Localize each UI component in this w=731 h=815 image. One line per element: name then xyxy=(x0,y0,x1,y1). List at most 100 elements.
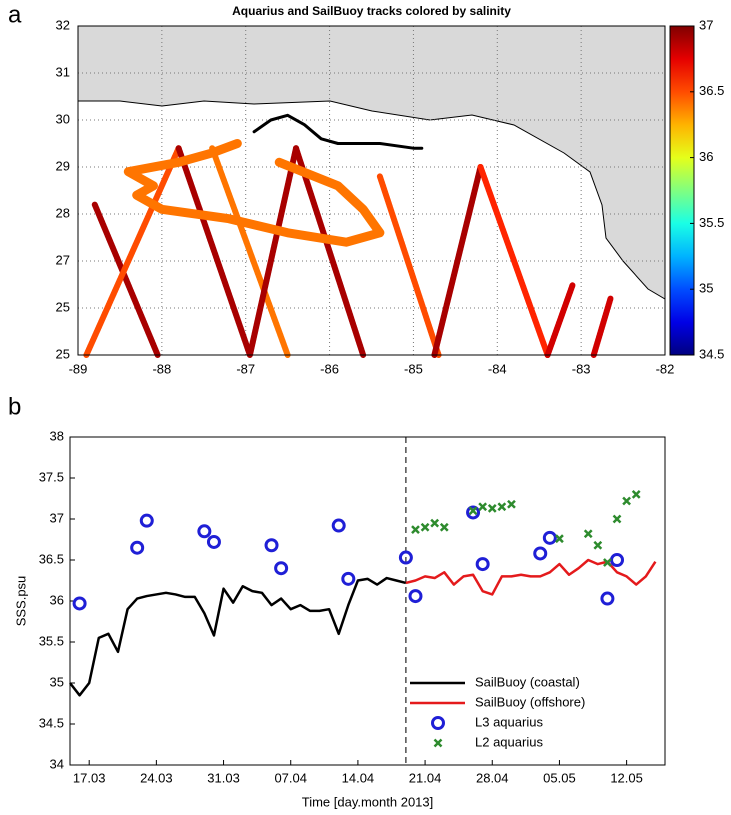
l2-point xyxy=(439,522,449,532)
l3-point xyxy=(600,591,615,606)
l3-point xyxy=(533,546,548,561)
salinity-track xyxy=(431,164,484,358)
x-tick-label: 28.04 xyxy=(476,770,509,785)
x-tick-label: 21.04 xyxy=(409,770,442,785)
salinity-track xyxy=(83,145,182,358)
y-axis-label: SSS.psu xyxy=(13,576,28,627)
x-tick-label: -89 xyxy=(69,361,88,376)
y-tick-label: 25 xyxy=(56,346,70,361)
panel-label: b xyxy=(8,393,21,420)
legend-label: SailBuoy (coastal) xyxy=(475,674,580,689)
l2-point xyxy=(487,503,497,513)
y-tick-label: 36 xyxy=(50,592,64,607)
land xyxy=(77,25,666,300)
salinity-track xyxy=(246,145,300,358)
l2-point xyxy=(411,525,420,535)
x-tick-label: -88 xyxy=(152,361,171,376)
colorbar-tick-label: 35.5 xyxy=(699,215,724,230)
map-panel: a Aquarius and SailBuoy tracks colored by… xyxy=(8,1,724,376)
legend-swatch xyxy=(431,716,445,730)
x-tick-label: 07.04 xyxy=(274,770,307,785)
y-tick-label: 35.5 xyxy=(39,633,64,648)
y-tick-label: 27 xyxy=(56,252,70,267)
l2-point xyxy=(497,502,507,512)
l2-point xyxy=(603,558,612,567)
l2-point xyxy=(507,499,516,509)
x-tick-label: -87 xyxy=(236,361,255,376)
salinity-track xyxy=(91,201,161,358)
x-tick-label: 24.03 xyxy=(140,770,173,785)
l3-point xyxy=(475,557,490,572)
salinity-track xyxy=(209,145,291,358)
l3-point xyxy=(197,524,212,539)
l2-point xyxy=(583,529,593,539)
salinity-track xyxy=(175,145,253,358)
x-tick-label: 12.05 xyxy=(610,770,643,785)
x-tick-label: -85 xyxy=(404,361,423,376)
chart-title: Aquarius and SailBuoy tracks colored by … xyxy=(232,4,511,18)
plot-frame xyxy=(69,436,666,766)
y-tick-label: 35 xyxy=(50,674,64,689)
salinity-track xyxy=(544,281,576,358)
plot-area xyxy=(70,437,665,765)
y-tick-label: 37.5 xyxy=(39,469,64,484)
l2-point xyxy=(430,518,440,528)
x-tick-label: -84 xyxy=(488,361,507,376)
salinity-track xyxy=(293,145,367,358)
y-tick-label: 29 xyxy=(56,158,70,173)
l3-point xyxy=(408,589,423,604)
l2-point xyxy=(622,496,631,506)
l2-point xyxy=(420,522,430,532)
colorbar-tick-label: 35 xyxy=(699,281,713,296)
y-tick-label: 37 xyxy=(50,510,64,525)
x-tick-label: -82 xyxy=(656,361,675,376)
plot-frame xyxy=(77,25,666,356)
y-tick-label: 32 xyxy=(56,17,70,32)
salinity-track xyxy=(590,295,614,358)
series-line xyxy=(69,576,407,697)
line-panel: b 17.03 24.03 31.03 07.04 14.04 21.04 28.04 05.0… xyxy=(8,393,666,809)
l3-point xyxy=(274,561,289,576)
x-tick-label: 31.03 xyxy=(207,770,240,785)
l3-point xyxy=(466,505,481,520)
y-tick-label: 38 xyxy=(50,428,64,443)
l2-point xyxy=(612,514,622,524)
legend-swatch xyxy=(433,738,443,748)
l2-point xyxy=(478,502,488,512)
l2-point xyxy=(555,534,564,544)
y-tick-label: 30 xyxy=(56,111,70,126)
l2-point xyxy=(631,490,641,499)
x-axis-label: Time [day.month 2013] xyxy=(302,794,434,809)
l2-point xyxy=(468,506,478,516)
salinity-track xyxy=(123,139,385,247)
x-tick-label: 17.03 xyxy=(73,770,106,785)
l3-point xyxy=(341,571,356,586)
l3-point xyxy=(542,530,557,545)
y-tick-label: 31 xyxy=(56,64,70,79)
l3-point xyxy=(139,513,154,528)
colorbar-tick-label: 37 xyxy=(699,17,713,32)
salinity-track xyxy=(376,173,442,358)
x-tick-label: -83 xyxy=(572,361,591,376)
y-tick-label: 34 xyxy=(50,756,64,771)
l2-point xyxy=(593,540,603,550)
l3-point xyxy=(331,518,346,533)
l3-point xyxy=(130,540,145,555)
l3-point xyxy=(264,538,279,553)
series-line xyxy=(405,558,657,596)
y-tick-label: 34.5 xyxy=(39,715,64,730)
coastal-track xyxy=(252,113,424,150)
x-tick-label: 05.05 xyxy=(543,770,576,785)
l3-point xyxy=(206,534,221,549)
colorbar xyxy=(669,25,695,356)
colorbar-tick-label: 36.5 xyxy=(699,83,724,98)
salinity-track xyxy=(477,164,551,358)
colorbar-tick-label: 36 xyxy=(699,149,713,164)
y-tick-label: 25 xyxy=(56,299,70,314)
legend-label: SailBuoy (offshore) xyxy=(475,694,585,709)
x-tick-label: 14.04 xyxy=(342,770,375,785)
colorbar-tick-label: 34.5 xyxy=(699,346,724,361)
legend-label: L3 aquarius xyxy=(475,714,543,729)
x-tick-label: -86 xyxy=(320,361,339,376)
